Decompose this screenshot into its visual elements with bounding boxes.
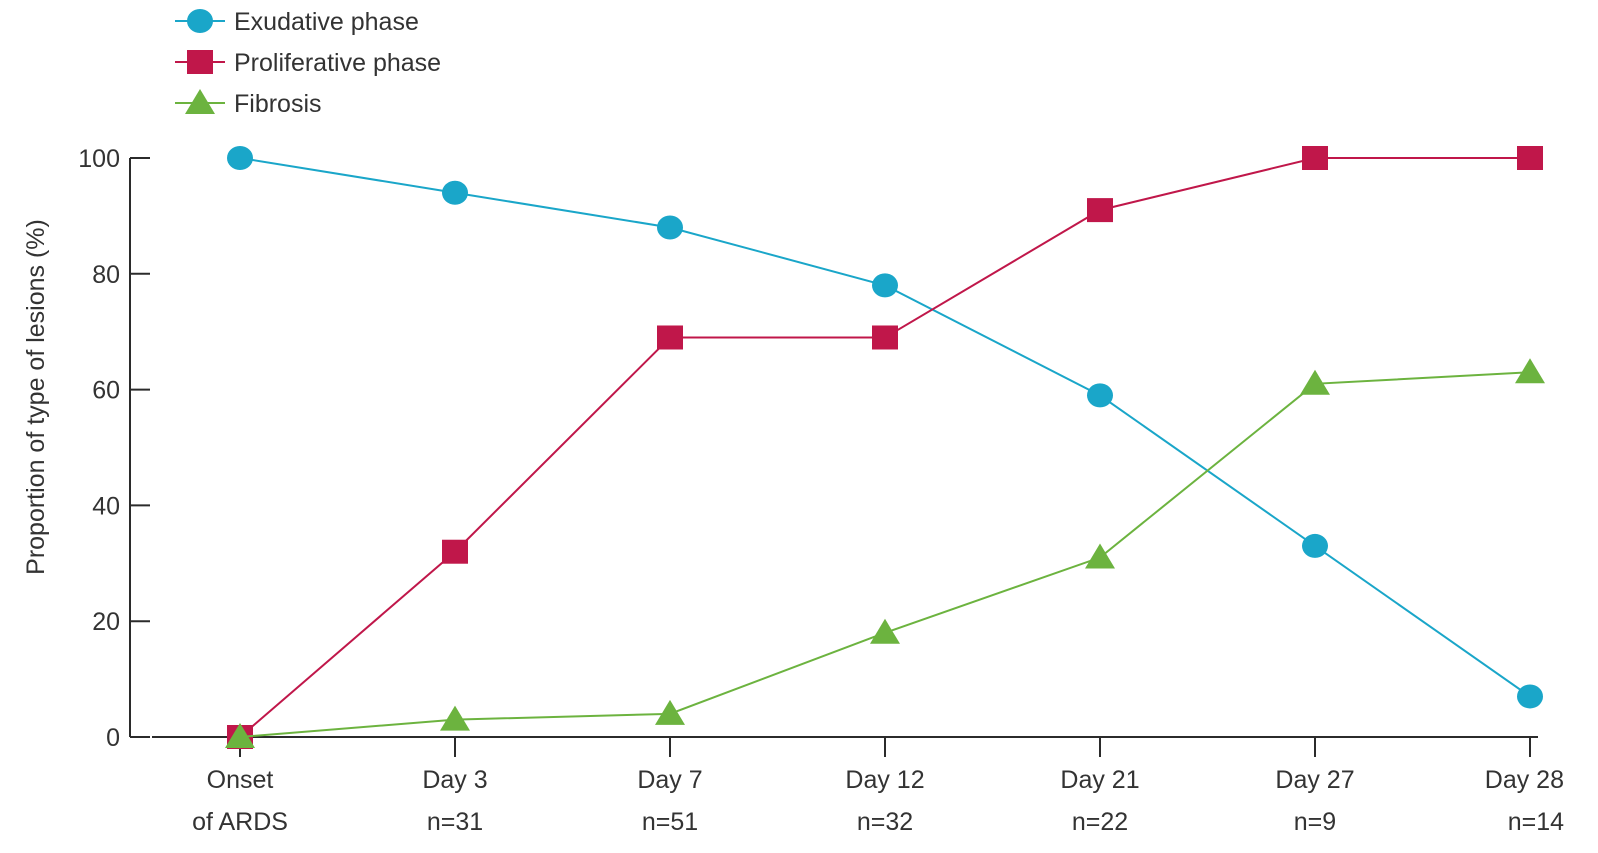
legend-marker [187,50,213,74]
data-point [872,273,898,298]
x-tick-sublabel: n=9 [1294,808,1336,836]
data-point [655,699,685,725]
data-point [1302,146,1328,170]
axes: 0 20 40 60 80 100 Onset of ARDS Day 3 n=31 Day 7 n=… [78,145,1564,836]
y-tick-label: 0 [106,724,120,752]
x-tick-label: Day 28 [1485,766,1564,794]
data-point [442,539,468,564]
data-point [1300,369,1330,395]
x-tick-label: Onset [207,766,274,794]
series-circle [227,146,1543,709]
x-tick-label: Day 3 [422,766,487,794]
legend-marker [185,89,215,114]
y-axis-label: Proportion of type of lesions (%) [22,219,50,575]
data-point [225,723,255,748]
x-tick-sublabel: of ARDS [192,808,288,836]
x-tick-sublabel: n=32 [857,808,913,836]
legend-label: Proliferative phase [234,49,441,77]
x-tick-label: Day 12 [845,766,924,794]
data-point [1517,146,1543,170]
data-point [1087,383,1113,408]
series-group [225,146,1545,749]
x-tick-label: Day 7 [637,766,702,794]
data-point [1517,684,1543,709]
series-square [227,146,1543,749]
data-point [1087,198,1113,223]
series-triangle [225,358,1545,748]
legend: Exudative phase Proliferative phase Fibros… [175,8,441,118]
x-tick-sublabel: n=14 [1508,808,1564,836]
y-tick-label: 80 [92,261,120,289]
data-point [1515,358,1545,384]
y-tick-label: 100 [78,145,120,173]
series-line [239,157,1530,738]
data-point [1302,533,1328,558]
data-point [657,325,683,350]
data-point [657,215,683,240]
y-tick-label: 40 [92,492,120,520]
series-line [239,157,1531,698]
legend-item: Exudative phase [175,8,419,36]
data-point [440,705,470,731]
data-point [1085,543,1115,569]
data-point [872,325,898,350]
data-point [442,180,468,205]
legend-item: Proliferative phase [175,49,441,77]
data-point [870,618,900,644]
legend-label: Fibrosis [234,90,322,118]
legend-label: Exudative phase [234,8,419,36]
x-tick-label: Day 27 [1275,766,1354,794]
y-tick-label: 20 [92,608,120,636]
x-tick-sublabel: n=31 [427,808,483,836]
x-tick-label: Day 21 [1060,766,1139,794]
x-tick-sublabel: n=22 [1072,808,1128,836]
legend-item: Fibrosis [175,89,322,118]
series-line [239,371,1531,738]
y-tick-label: 60 [92,377,120,405]
data-point [227,146,253,170]
legend-marker [187,9,213,33]
x-tick-sublabel: n=51 [642,808,698,836]
